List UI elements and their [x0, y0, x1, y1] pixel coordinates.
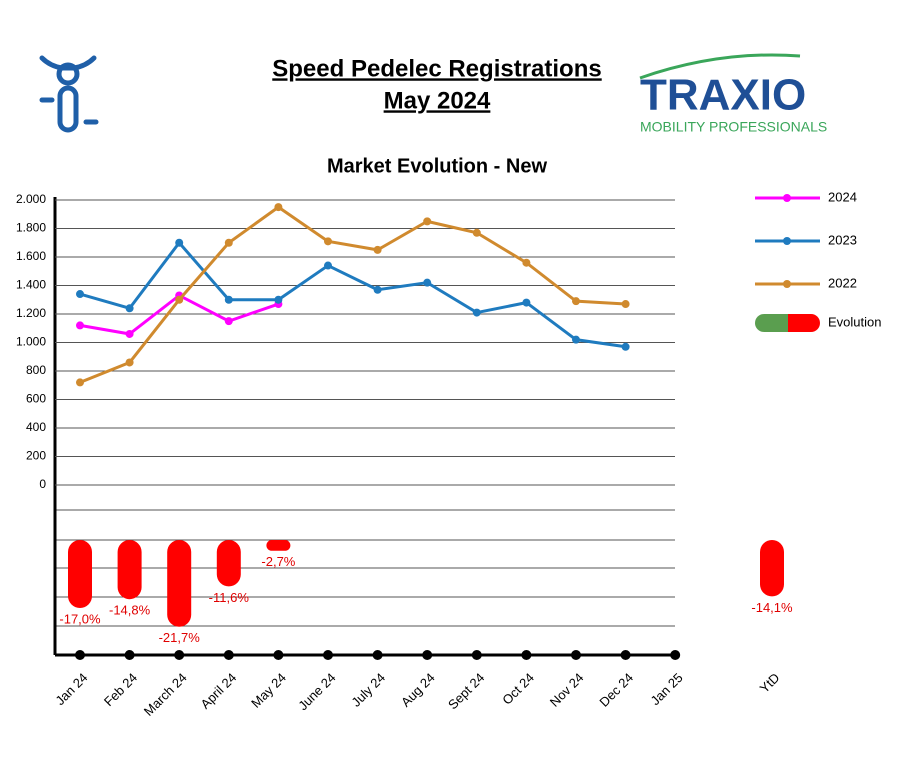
y-tick-label: 600 — [26, 392, 46, 406]
x-axis-dot — [124, 650, 135, 660]
x-tick-label: Feb 24 — [101, 670, 140, 709]
y-tick-label: 1.000 — [16, 335, 46, 349]
series-point — [324, 237, 332, 246]
x-tick-label: May 24 — [248, 670, 289, 711]
evolution-label: -14,8% — [109, 603, 151, 618]
y-tick-label: 1.800 — [16, 221, 46, 235]
y-tick-label: 1.200 — [16, 306, 46, 320]
bike-icon — [39, 55, 99, 133]
x-tick-label: Dec 24 — [596, 670, 636, 710]
series-point — [224, 317, 233, 326]
x-axis-dot — [422, 650, 433, 660]
series-point — [621, 300, 630, 309]
x-tick-label: April 24 — [198, 670, 240, 712]
series-point — [621, 342, 630, 351]
evolution-label: -21,7% — [159, 630, 201, 645]
x-tick-label: Oct 24 — [499, 670, 537, 708]
series-point — [125, 329, 134, 338]
series-point — [472, 308, 481, 317]
series-point — [125, 358, 134, 367]
series-point — [373, 285, 382, 294]
series-point — [224, 238, 233, 247]
series-point — [175, 295, 184, 304]
x-tick-label: YtD — [757, 670, 783, 696]
logo-tagline: MOBILITY PROFESSIONALS — [640, 119, 827, 135]
x-tick-label: Jan 24 — [52, 670, 90, 708]
x-tick-label: Jan 25 — [648, 670, 686, 708]
chart-title: Market Evolution - New — [327, 155, 547, 177]
evolution-bar — [167, 540, 192, 627]
series-point — [274, 295, 283, 304]
series-point — [472, 228, 481, 237]
series-point — [423, 217, 432, 226]
evolution-label: -11,6% — [209, 590, 250, 605]
x-tick-label: June 24 — [295, 670, 338, 713]
evolution-label: -2,7% — [261, 554, 295, 569]
series-point — [76, 378, 84, 387]
legend-label: Evolution — [828, 314, 881, 329]
series-point — [572, 335, 580, 344]
x-tick-label: Aug 24 — [398, 670, 438, 710]
series-point — [423, 278, 432, 287]
legend-dot — [783, 237, 791, 245]
x-axis-dot — [571, 650, 581, 660]
y-tick-label: 1.600 — [16, 249, 46, 263]
series-point — [522, 298, 531, 307]
legend-dot — [783, 194, 791, 202]
x-axis-dot — [273, 650, 284, 660]
x-axis-dot — [372, 650, 383, 660]
x-axis-dot — [223, 650, 234, 660]
series-line — [79, 205, 626, 384]
x-axis-dot — [670, 650, 681, 660]
x-tick-label: July 24 — [348, 670, 388, 710]
x-axis-dot — [75, 650, 85, 660]
legend-label: 2023 — [828, 232, 857, 247]
series-point — [224, 295, 233, 304]
x-axis-dot — [521, 650, 532, 660]
y-tick-label: 1.400 — [16, 278, 46, 292]
series-line — [79, 240, 626, 349]
series-point — [76, 321, 84, 330]
evolution-bar — [216, 540, 241, 587]
evolution-label: -17,0% — [59, 611, 101, 626]
series-point — [274, 203, 283, 212]
legend-evolution-red-join — [788, 314, 800, 332]
page-subtitle: May 2024 — [384, 87, 491, 114]
x-axis-dot — [620, 650, 631, 660]
legend-label: 2024 — [828, 189, 857, 204]
x-axis-dot — [174, 650, 185, 660]
evolution-bar — [760, 540, 784, 597]
logo-swoosh — [639, 53, 801, 80]
series-point — [572, 297, 580, 306]
y-tick-label: 0 — [39, 477, 46, 491]
series-point — [324, 261, 332, 270]
series-point — [175, 238, 184, 247]
x-tick-label: Sept 24 — [445, 670, 487, 712]
series-point — [522, 258, 531, 267]
y-tick-label: 800 — [26, 363, 46, 377]
legend-dot — [783, 280, 791, 288]
y-tick-label: 400 — [26, 420, 46, 434]
x-axis-dot — [471, 650, 482, 660]
legend-label: 2022 — [828, 275, 857, 290]
x-tick-label: Nov 24 — [547, 670, 587, 710]
series-point — [373, 245, 382, 254]
y-tick-label: 200 — [26, 449, 46, 463]
evolution-label: -14,1% — [751, 600, 793, 615]
logo-text: TRAXIO — [640, 71, 806, 120]
series-point — [76, 290, 84, 299]
series-point — [125, 304, 134, 313]
page-title: Speed Pedelec Registrations — [272, 55, 601, 82]
x-axis-dot — [323, 650, 333, 660]
evolution-bar — [266, 540, 291, 551]
x-tick-label: March 24 — [141, 670, 190, 719]
evolution-bar — [68, 540, 92, 608]
evolution-bar — [117, 540, 142, 600]
lower-grid — [55, 509, 675, 627]
y-tick-label: 2.000 — [16, 192, 46, 206]
